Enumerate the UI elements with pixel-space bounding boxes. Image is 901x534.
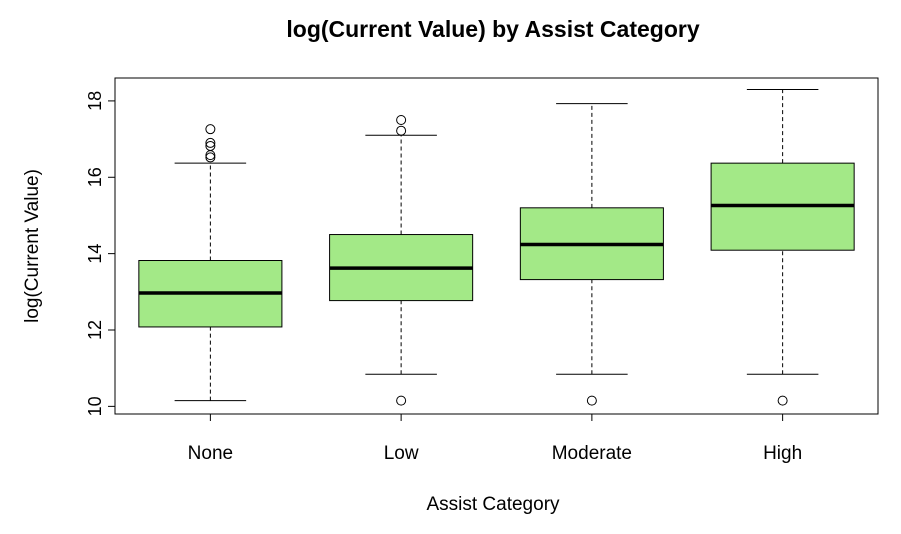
y-axis: 10 12 14 16 18 bbox=[85, 91, 116, 416]
outlier-point bbox=[396, 115, 407, 125]
box-high bbox=[710, 88, 855, 406]
x-tick-label: None bbox=[188, 443, 233, 464]
outlier-point bbox=[396, 395, 407, 406]
x-axis-label: Assist Category bbox=[426, 494, 560, 515]
outlier-point bbox=[777, 395, 788, 406]
x-axis: None Low Moderate High bbox=[188, 413, 802, 464]
y-axis-label: log(Current Value) bbox=[22, 169, 43, 323]
x-tick-label: Moderate bbox=[552, 443, 632, 464]
y-tick-label: 10 bbox=[85, 396, 105, 416]
x-tick-label: High bbox=[763, 443, 802, 464]
x-tick-label: Low bbox=[384, 443, 419, 464]
box-moderate bbox=[519, 103, 664, 406]
outlier-point bbox=[205, 150, 216, 161]
y-tick-label: 12 bbox=[85, 320, 105, 340]
outlier-point bbox=[205, 124, 216, 135]
outlier-point bbox=[205, 137, 216, 148]
outlier-point bbox=[205, 140, 216, 151]
outlier-point bbox=[205, 152, 216, 163]
y-tick-label: 14 bbox=[85, 244, 105, 264]
chart-title: log(Current Value) by Assist Category bbox=[286, 16, 699, 42]
box-none bbox=[138, 124, 283, 402]
boxes-group bbox=[138, 88, 855, 406]
y-tick-label: 18 bbox=[85, 91, 105, 111]
outlier-point bbox=[586, 395, 597, 406]
outlier-point bbox=[396, 125, 407, 136]
y-tick-label: 16 bbox=[85, 167, 105, 187]
box-low bbox=[329, 115, 474, 406]
